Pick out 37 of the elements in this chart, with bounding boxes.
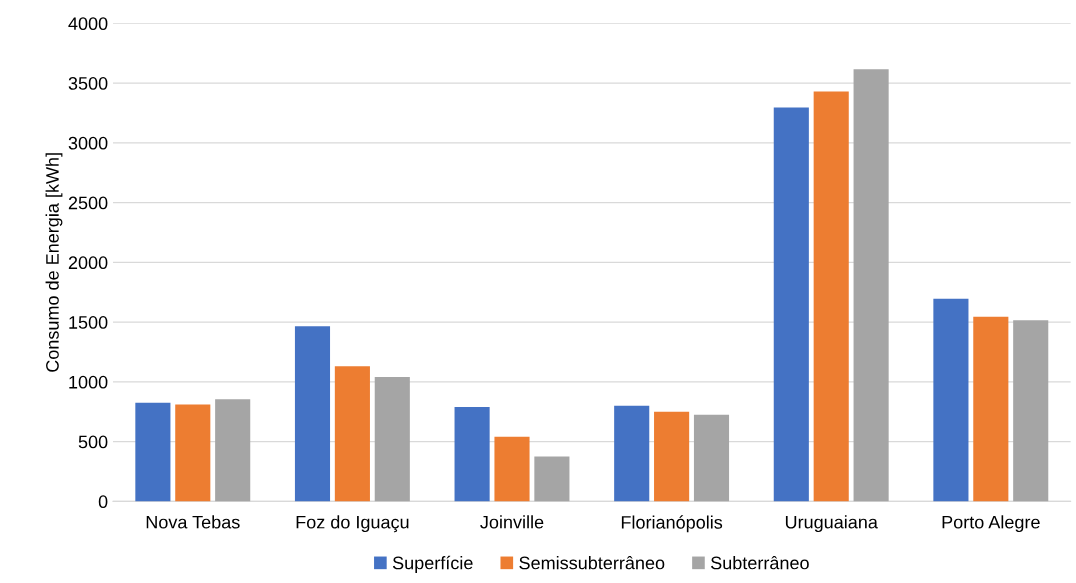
bar — [1013, 320, 1049, 502]
bar — [175, 404, 211, 502]
bar — [135, 402, 171, 502]
bar — [773, 107, 809, 502]
y-tick-label: 3500 — [68, 77, 108, 90]
y-tick-label: 3000 — [68, 136, 108, 150]
y-tick-label: 2500 — [68, 196, 108, 210]
y-tick-label: 2000 — [68, 256, 108, 270]
bar — [294, 326, 331, 502]
bar — [933, 298, 969, 502]
x-tick-label: Joinville — [480, 515, 544, 529]
y-tick-label: 0 — [98, 495, 108, 509]
bar — [973, 316, 1009, 502]
x-tick-label: Florianópolis — [621, 515, 723, 533]
y-tick-label: 1500 — [69, 316, 108, 329]
legend-label: Subterrâneo — [711, 556, 809, 570]
legend-label: Semissubterrâneo — [519, 556, 665, 570]
bar — [334, 366, 370, 502]
x-tick-label: Porto Alegre — [942, 515, 1040, 533]
bar — [614, 405, 650, 502]
bar — [494, 436, 530, 502]
bar — [853, 69, 889, 502]
legend-label: Superfície — [392, 555, 473, 573]
bar — [693, 414, 730, 502]
bar — [654, 411, 690, 502]
y-axis-title: Consumo de Energia [kWh] — [45, 153, 63, 372]
bar — [454, 406, 490, 502]
y-tick-label: 1000 — [69, 375, 108, 389]
y-tick-label: 4000 — [68, 17, 108, 31]
bar — [813, 91, 849, 502]
x-tick-label: Uruguaiana — [785, 515, 878, 533]
bar — [215, 399, 251, 502]
x-tick-label: Nova Tebas — [146, 515, 240, 529]
y-tick-label: 500 — [78, 435, 108, 449]
bar — [374, 377, 410, 502]
x-tick-label: Foz do Iguaçu — [296, 515, 409, 533]
bar — [534, 456, 570, 502]
